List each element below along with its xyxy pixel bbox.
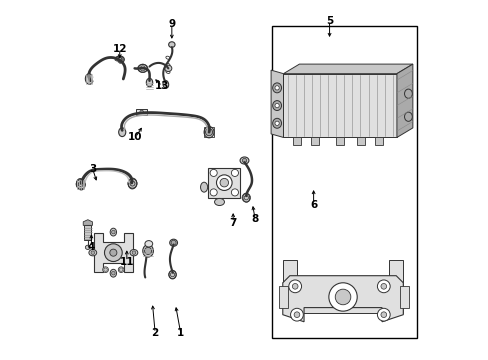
Polygon shape (283, 74, 396, 138)
Bar (399, 286, 408, 307)
Bar (374, 137, 382, 145)
Ellipse shape (240, 157, 248, 164)
Text: 8: 8 (251, 214, 258, 224)
Circle shape (132, 251, 135, 255)
Ellipse shape (138, 64, 147, 72)
Ellipse shape (163, 80, 168, 88)
Circle shape (231, 169, 238, 176)
Circle shape (210, 169, 217, 176)
Circle shape (274, 86, 279, 90)
Ellipse shape (89, 249, 97, 256)
Text: 12: 12 (112, 44, 127, 54)
Circle shape (144, 247, 151, 255)
Circle shape (274, 121, 279, 125)
Circle shape (171, 240, 176, 245)
Polygon shape (282, 260, 403, 313)
Ellipse shape (110, 228, 116, 236)
Circle shape (110, 249, 117, 256)
Bar (310, 137, 318, 145)
Circle shape (104, 244, 122, 261)
Circle shape (328, 283, 356, 311)
Circle shape (335, 289, 350, 305)
Circle shape (290, 308, 303, 321)
Ellipse shape (214, 198, 224, 206)
Polygon shape (83, 220, 92, 225)
Circle shape (205, 129, 212, 136)
Ellipse shape (272, 83, 281, 93)
Text: 1: 1 (177, 328, 184, 338)
Ellipse shape (146, 78, 152, 87)
Ellipse shape (102, 267, 108, 273)
Text: 2: 2 (151, 328, 159, 338)
Circle shape (119, 268, 122, 271)
Bar (136, 109, 147, 115)
Ellipse shape (168, 42, 175, 48)
Circle shape (274, 103, 279, 108)
Circle shape (118, 57, 122, 62)
Ellipse shape (272, 100, 281, 111)
Bar (293, 137, 301, 145)
Circle shape (288, 280, 301, 293)
Circle shape (377, 308, 389, 321)
Text: 11: 11 (120, 257, 134, 266)
Circle shape (231, 189, 238, 196)
Ellipse shape (144, 240, 152, 247)
Ellipse shape (169, 270, 176, 279)
Ellipse shape (130, 249, 138, 256)
Bar (335, 137, 343, 145)
Text: 13: 13 (155, 81, 169, 91)
Ellipse shape (115, 56, 124, 63)
Text: 3: 3 (89, 165, 96, 174)
Polygon shape (283, 64, 412, 74)
Polygon shape (282, 276, 403, 322)
Polygon shape (396, 64, 412, 138)
Ellipse shape (110, 269, 116, 277)
Circle shape (216, 175, 232, 190)
Bar (272, 26, 416, 338)
Polygon shape (94, 233, 133, 272)
Circle shape (111, 271, 115, 275)
Bar (279, 286, 287, 307)
Ellipse shape (200, 182, 207, 192)
Ellipse shape (85, 74, 93, 84)
Ellipse shape (203, 126, 214, 138)
Ellipse shape (404, 89, 411, 98)
Bar (356, 137, 364, 145)
Circle shape (377, 280, 389, 293)
Circle shape (103, 268, 107, 271)
Text: 10: 10 (128, 132, 142, 143)
Text: 9: 9 (168, 19, 175, 29)
Ellipse shape (119, 128, 125, 136)
Ellipse shape (169, 239, 177, 246)
Circle shape (140, 110, 143, 114)
Circle shape (380, 312, 386, 318)
Ellipse shape (76, 179, 85, 190)
Bar (208, 168, 240, 198)
Circle shape (380, 283, 386, 289)
Ellipse shape (128, 178, 137, 189)
Circle shape (220, 179, 228, 187)
Circle shape (292, 283, 297, 289)
Bar (84, 225, 91, 240)
Circle shape (91, 251, 94, 255)
Circle shape (242, 158, 246, 163)
Ellipse shape (85, 245, 90, 249)
Circle shape (210, 189, 217, 196)
Polygon shape (270, 70, 283, 138)
Ellipse shape (164, 65, 171, 72)
Ellipse shape (118, 267, 124, 273)
Circle shape (111, 230, 115, 234)
Text: 6: 6 (309, 200, 317, 210)
Ellipse shape (142, 245, 153, 257)
Ellipse shape (272, 118, 281, 128)
Circle shape (293, 312, 299, 318)
Text: 5: 5 (325, 15, 332, 26)
Ellipse shape (404, 112, 411, 121)
Ellipse shape (242, 193, 249, 202)
Text: 7: 7 (229, 217, 236, 228)
Text: 4: 4 (87, 242, 95, 252)
